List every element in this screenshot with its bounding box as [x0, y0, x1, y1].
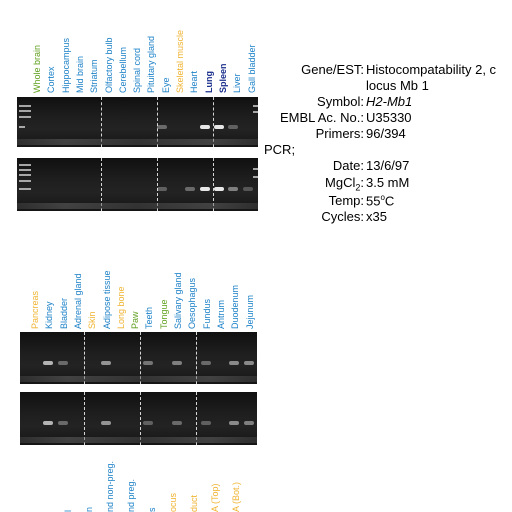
cycles-label: Cycles: — [321, 209, 364, 224]
lane-label: Paw — [130, 311, 141, 329]
gel-band — [213, 187, 224, 191]
primers-value: 96/394 — [366, 126, 406, 141]
lane-label: Cerebellum — [117, 46, 128, 93]
lane-label: Bladder — [58, 297, 69, 329]
temp-unit: C — [384, 193, 395, 209]
lane-label: s — [147, 507, 157, 512]
gel-band — [143, 361, 154, 365]
mgcl-label-colon: : — [360, 175, 364, 190]
gel-image-middle-2 — [20, 392, 257, 445]
mgcl-label-subscript: 2 — [355, 182, 361, 193]
gel-band — [57, 421, 68, 425]
lane-label: Hippocampus — [60, 37, 71, 93]
lane-label: Salivary gland — [173, 272, 183, 329]
lane-label: A (Bot.) — [231, 481, 241, 512]
gel-band — [200, 361, 211, 365]
gel-band — [243, 421, 254, 425]
embl-value: U35330 — [366, 110, 412, 125]
gel-band — [243, 361, 254, 365]
lane-label: Antrum — [215, 299, 226, 329]
lane-label: ocus — [168, 492, 178, 512]
lane-label: Eye — [160, 77, 171, 93]
gene-label: Gene/EST: — [301, 62, 364, 77]
lane-label: Teeth — [144, 306, 155, 329]
mgcl-value: 3.5 mM — [366, 175, 410, 190]
lane-label: Long bone — [115, 286, 126, 329]
lane-label: Liver — [232, 73, 243, 93]
lane-label: Spinal cord — [132, 47, 143, 93]
gel-band — [156, 125, 167, 129]
date-label: Date: — [332, 158, 364, 173]
lane-label: Gall bladder — [246, 44, 257, 93]
gel-band — [156, 187, 167, 191]
lane-label: Tongue — [158, 299, 169, 329]
lane-label: nd preg. — [126, 478, 136, 512]
lane-label: Kidney — [44, 301, 55, 329]
mgcl-label-main: MgCl — [325, 175, 356, 190]
lane-label: Heart — [189, 70, 200, 93]
lane-label: Fundus — [201, 298, 212, 329]
gel-image-top-1 — [17, 97, 258, 147]
gel-band — [43, 361, 54, 365]
gel-band — [213, 125, 224, 129]
lane-label: Mid brain — [74, 55, 85, 93]
temp-label: Temp: — [328, 193, 364, 208]
lane-label: Striatum — [89, 59, 100, 93]
gel-band — [43, 421, 54, 425]
gel-band — [57, 361, 68, 365]
gel-band — [200, 421, 211, 425]
gel-band — [100, 361, 111, 365]
lane-label: nd non-preg. — [105, 460, 115, 512]
mgcl-label: MgCl2: — [325, 175, 364, 193]
temp-value: 55oC — [366, 193, 394, 208]
gel-image-middle-1 — [20, 332, 257, 384]
gel-band — [228, 125, 239, 129]
lane-label: Adrenal gland — [72, 273, 83, 329]
lane-label: Cortex — [46, 66, 57, 93]
lane-label: Adipose tissue — [101, 270, 112, 329]
lane-label: Oesophagus — [187, 277, 198, 329]
lane-label: Duodenum — [230, 284, 241, 329]
gel-band — [228, 187, 239, 191]
gel-band — [229, 421, 240, 425]
lane-label: Lung — [203, 71, 214, 93]
lane-label: Pituitary gland — [146, 35, 157, 93]
lane-label: Skeletal muscle — [175, 29, 185, 93]
lane-label: Whole brain — [32, 44, 42, 93]
gel-band — [229, 361, 240, 365]
lane-label: Spleen — [217, 63, 228, 93]
gel-band — [185, 187, 196, 191]
primers-label: Primers: — [315, 126, 364, 141]
date-value: 13/6/97 — [366, 158, 410, 173]
gel-band — [172, 361, 182, 365]
gel-band — [172, 421, 182, 425]
gel-band — [199, 125, 210, 129]
lane-label: Jejunum — [244, 294, 255, 329]
pcr-label: PCR; — [264, 142, 296, 157]
lane-label: A (Top) — [210, 483, 220, 512]
embl-label: EMBL Ac. No.: — [279, 110, 364, 125]
gene-value: Histocompatability 2, c — [366, 62, 497, 77]
gel-image-top-2 — [17, 158, 258, 211]
gene-value-line2: locus Mb 1 — [366, 78, 429, 93]
gel-band — [242, 187, 253, 191]
gel-band — [199, 187, 210, 191]
lane-label: Olfactory bulb — [103, 37, 114, 93]
gel-band — [100, 421, 111, 425]
symbol-value: H2-Mb1 — [366, 94, 413, 109]
cycles-value: x35 — [366, 209, 387, 224]
lane-label: Pancreas — [30, 290, 40, 329]
temp-degree: o — [380, 193, 385, 202]
gel-band — [143, 421, 154, 425]
temp-value-number: 55 — [366, 193, 381, 209]
lane-label: n — [84, 506, 94, 512]
lane-label: Skin — [87, 311, 98, 329]
lane-label: duct — [189, 494, 199, 512]
symbol-label: Symbol: — [317, 94, 364, 109]
